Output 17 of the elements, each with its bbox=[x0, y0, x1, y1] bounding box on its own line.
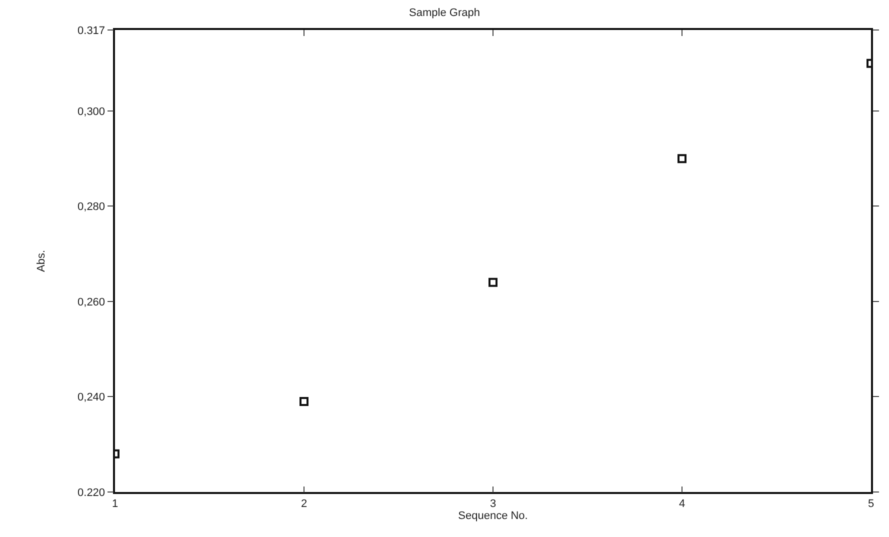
y-tick-label: 0.317 bbox=[78, 24, 106, 37]
y-tick-label: 0,260 bbox=[78, 296, 106, 308]
y-tick-label: 0,300 bbox=[78, 106, 106, 118]
point bbox=[678, 154, 686, 164]
chart-title: Sample Graph bbox=[409, 6, 480, 19]
x-tick-label: 3 bbox=[490, 498, 496, 510]
x-tick-label: 2 bbox=[300, 498, 308, 510]
y-axis-title: Abs. bbox=[36, 250, 48, 272]
x-tick-label: 4 bbox=[678, 498, 686, 510]
y-tick-label: 0,240 bbox=[78, 392, 106, 404]
y-tick-label: 0.220 bbox=[78, 486, 106, 499]
x-tick-label: 1 bbox=[112, 498, 118, 510]
x-tick-label: 5 bbox=[868, 498, 874, 510]
point bbox=[488, 278, 498, 287]
point bbox=[300, 397, 308, 406]
y-tick-label: 0,280 bbox=[78, 201, 106, 214]
x-axis-title: Sequence No. bbox=[458, 510, 528, 522]
